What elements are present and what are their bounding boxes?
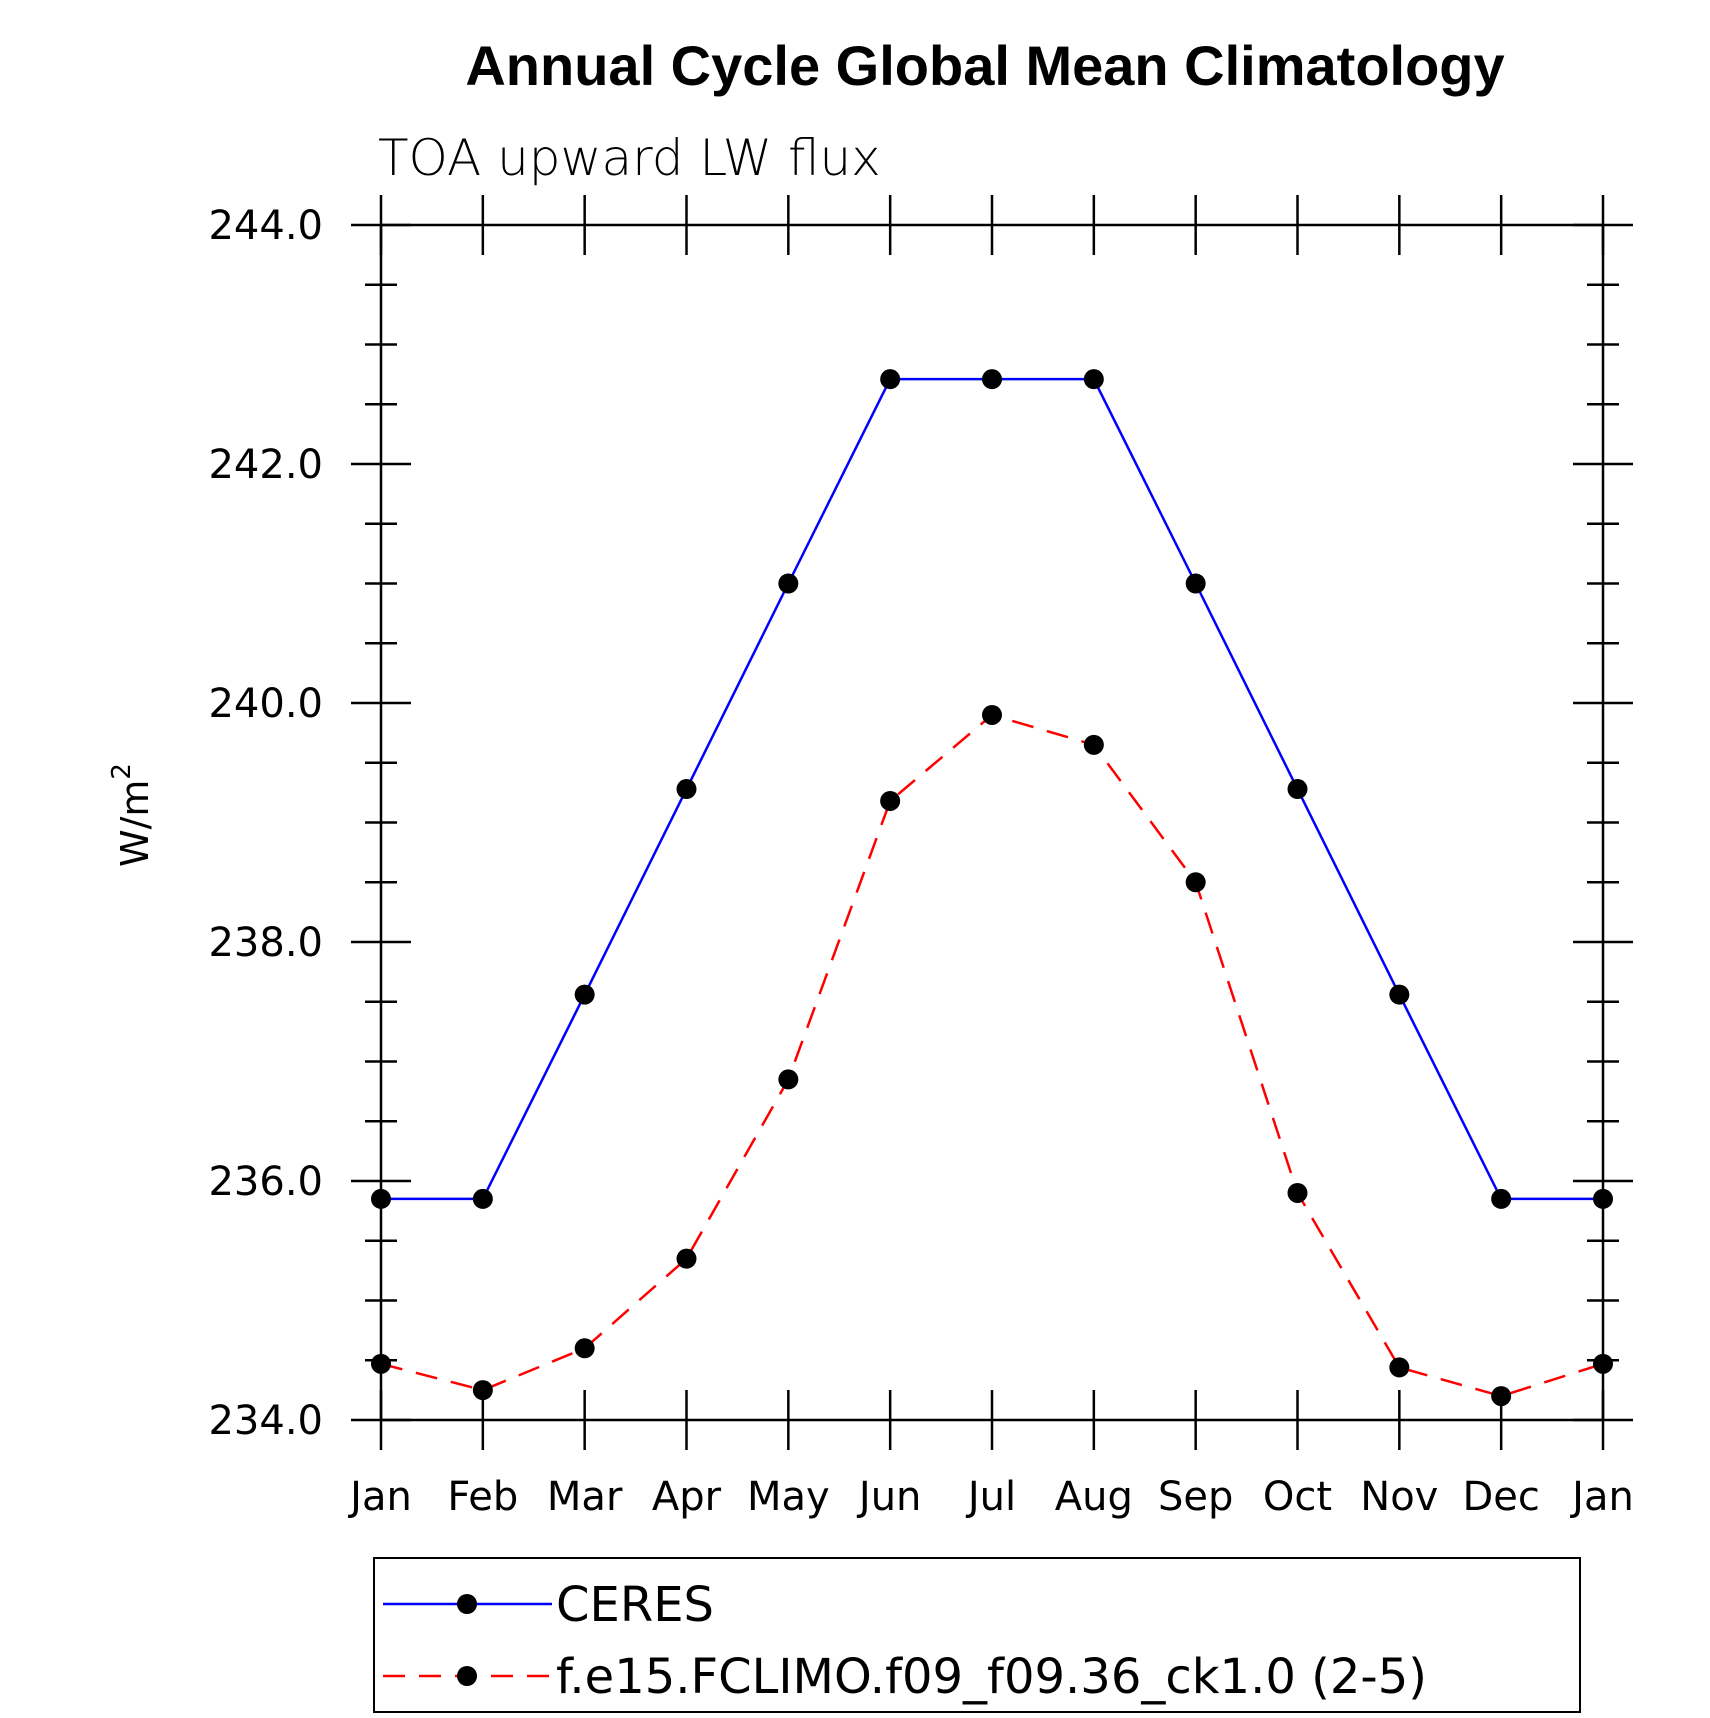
data-point [1083,734,1104,755]
series-layer [371,369,1613,1407]
y-tick-label: 240.0 [208,681,323,727]
data-point [1287,1182,1308,1203]
x-tick-label: Jun [856,1474,922,1520]
x-tick-label: Nov [1360,1474,1438,1520]
x-tick-label: Jan [347,1474,412,1520]
data-point [1491,1386,1512,1407]
data-point [1185,872,1206,893]
x-tick-label: May [747,1474,830,1520]
chart-subtitle: TOA upward LW flux [378,129,881,187]
data-point [1083,369,1104,390]
y-tick-label: 234.0 [208,1398,323,1444]
data-point [371,1353,391,1374]
data-point [982,704,1002,725]
x-tick-label: Dec [1462,1474,1539,1520]
data-point [1185,573,1206,594]
data-point [472,1188,493,1209]
x-tick-label: Feb [447,1474,518,1520]
data-point [1287,779,1308,800]
data-point [574,984,595,1005]
data-point [574,1338,595,1359]
x-tick-label: Sep [1158,1474,1233,1520]
x-tick-label: Mar [547,1474,623,1520]
y-tick-label: 244.0 [208,203,323,249]
legend-marker [457,1594,477,1614]
x-tick-label: Apr [652,1474,722,1520]
y-axis-label: W/m2 [107,763,157,867]
data-point [676,779,697,800]
plot-axes: Jan Feb Mar Apr May Jun Jul Aug Sep Oct Nov Dec Jan 2… [208,195,1634,1520]
series-2 [371,704,1613,1407]
x-tick-label: Oct [1263,1474,1332,1520]
y-axis-label-text: W/m [113,780,157,867]
legend: CERES f.e15.FCLIMO.f09_f09.36_ck1.0 (2-5) [373,1557,1581,1713]
data-point [982,369,1002,390]
data-point [880,790,901,811]
y-axis-label-superscript: 2 [107,763,137,780]
series-line [380,713,1604,1398]
chart-title: Annual Cycle Global Mean Climatology [465,34,1504,97]
x-tick-label: Jan [1569,1474,1634,1520]
series-line [381,377,1603,1201]
data-point [1389,984,1410,1005]
legend-box [373,1557,1581,1713]
legend-label: f.e15.FCLIMO.f09_f09.36_ck1.0 (2-5) [556,1649,1427,1705]
x-tick-label: Jul [965,1474,1016,1520]
data-point [778,573,799,594]
data-point [1593,1188,1613,1209]
x-tick-label: Aug [1055,1474,1133,1520]
legend-label: CERES [556,1577,714,1633]
y-tick-label: 236.0 [208,1159,323,1205]
data-point [472,1380,493,1401]
data-point [1593,1353,1613,1374]
legend-marker [457,1666,477,1686]
data-point [676,1248,697,1269]
data-point [1491,1188,1512,1209]
y-tick-label: 238.0 [208,920,323,966]
y-tick-label: 242.0 [208,442,323,488]
series-1 [371,369,1613,1209]
data-point [778,1069,799,1090]
data-point [371,1188,391,1209]
data-point [1389,1357,1410,1378]
data-point [880,369,901,390]
